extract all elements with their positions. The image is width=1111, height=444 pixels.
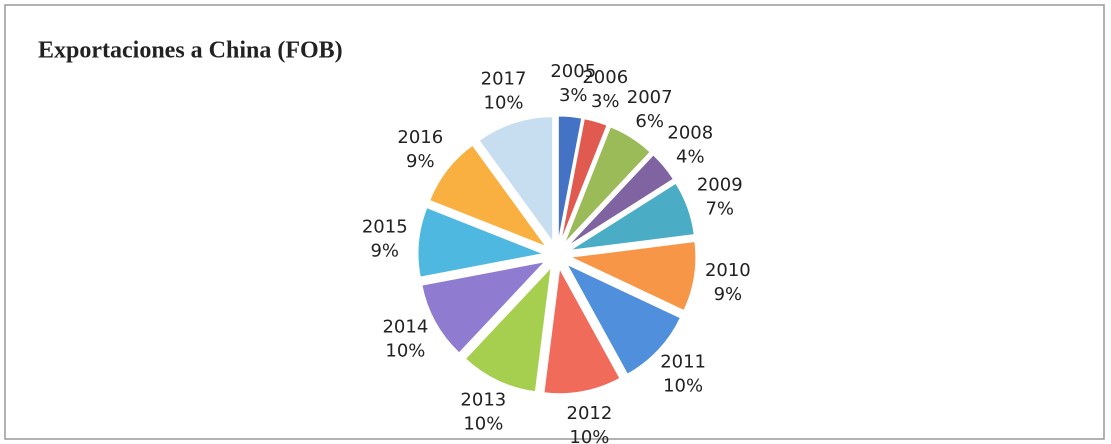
- pie-slice: [567, 154, 675, 247]
- pie-slice: [478, 116, 554, 244]
- slice-category-label: 2017: [481, 68, 527, 89]
- pie-slice: [569, 240, 697, 312]
- pie-slice: [564, 126, 651, 244]
- slice-value-label: 10%: [463, 414, 503, 435]
- pie-slice: [560, 118, 608, 242]
- slice-category-label: 2012: [567, 403, 613, 424]
- chart-title: Exportaciones a China (FOB): [38, 38, 343, 64]
- slice-value-label: 10%: [484, 92, 524, 113]
- slice-category-label: 2006: [582, 67, 628, 88]
- pie-slice: [429, 144, 548, 248]
- slice-value-label: 9%: [370, 241, 399, 262]
- slice-category-label: 2014: [382, 316, 428, 337]
- pie-slice: [569, 182, 695, 251]
- slice-value-label: 9%: [714, 284, 743, 305]
- slice-value-label: 9%: [406, 151, 435, 172]
- slice-value-label: 10%: [385, 340, 425, 361]
- pie-slice: [464, 266, 552, 393]
- slice-category-label: 2009: [697, 174, 743, 195]
- slice-value-label: 10%: [569, 427, 609, 444]
- slice-value-label: 7%: [705, 198, 734, 219]
- slice-value-label: 6%: [635, 111, 664, 132]
- pie-slice: [543, 267, 621, 395]
- pie-slice: [557, 115, 583, 242]
- pie-slice: [417, 207, 545, 278]
- pie-slice: [421, 260, 547, 354]
- slice-value-label: 3%: [559, 85, 588, 106]
- slice-category-label: 2007: [627, 87, 673, 108]
- slice-category-label: 2008: [667, 123, 713, 144]
- slice-category-label: 2011: [660, 351, 706, 372]
- slice-value-label: 3%: [591, 91, 620, 112]
- pie-slice: [566, 263, 681, 375]
- slice-category-label: 2010: [705, 260, 751, 281]
- slice-value-label: 10%: [663, 375, 703, 396]
- slice-category-label: 2005: [550, 61, 596, 82]
- slice-category-label: 2016: [397, 127, 443, 148]
- slice-category-label: 2015: [362, 217, 408, 238]
- slice-category-label: 2013: [460, 390, 506, 411]
- slice-value-label: 4%: [676, 147, 705, 168]
